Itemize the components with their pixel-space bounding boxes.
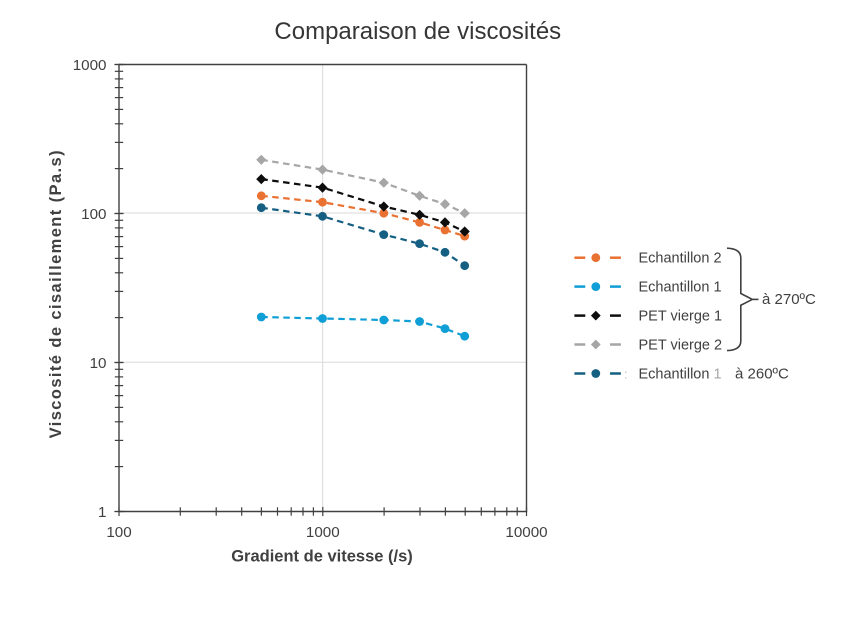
- svg-text:à 270ºC: à 270ºC: [762, 291, 816, 308]
- svg-text:Viscosité de cisaillement (Pa.: Viscosité de cisaillement (Pa.s): [47, 149, 65, 438]
- svg-text:PET vierge 2: PET vierge 2: [639, 338, 723, 354]
- svg-text:100: 100: [81, 206, 106, 223]
- svg-text:10: 10: [90, 355, 107, 372]
- svg-text:Echantillon 1: Echantillon 1: [639, 280, 722, 296]
- svg-text::: :: [624, 367, 628, 382]
- svg-text:Comparaison de viscosités: Comparaison de viscosités: [274, 18, 561, 45]
- svg-text:Echantillon 2: Echantillon 2: [639, 251, 722, 267]
- svg-text:100: 100: [106, 524, 131, 541]
- svg-text:Echantillon 1: Echantillon 1: [639, 367, 722, 383]
- svg-text:1000: 1000: [73, 57, 107, 74]
- svg-text:PET vierge 1: PET vierge 1: [639, 309, 723, 325]
- svg-text:Gradient de vitesse (/s): Gradient de vitesse (/s): [231, 548, 413, 566]
- svg-text:1000: 1000: [306, 524, 340, 541]
- svg-text:10000: 10000: [505, 524, 547, 541]
- svg-text:1: 1: [98, 504, 106, 521]
- svg-text:à 260ºC: à 260ºC: [735, 366, 789, 383]
